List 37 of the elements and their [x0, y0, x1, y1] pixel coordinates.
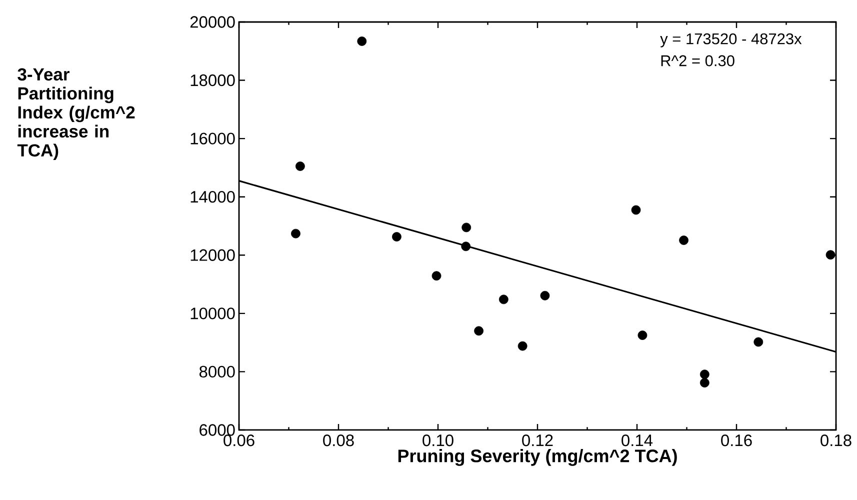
y-tick-label: 16000	[190, 132, 235, 144]
point	[498, 294, 508, 304]
y-tick-label: 12000	[190, 249, 235, 261]
point	[462, 222, 472, 232]
x-tick-label: 0.06	[224, 434, 254, 446]
x-tick-label: 0.16	[721, 434, 752, 446]
x-axis-title: Pruning Severity (mg/cm^2 TCA)	[398, 449, 677, 466]
annotation: y = 173520 - 48723x	[660, 33, 802, 48]
point	[700, 378, 710, 388]
point	[461, 242, 471, 252]
y-tick-label: 10000	[190, 308, 235, 320]
point	[540, 290, 550, 300]
x-tick-label: 0.10	[422, 434, 454, 446]
point	[679, 236, 688, 245]
point	[638, 330, 648, 340]
annotation: R^2 = 0.30	[661, 55, 734, 66]
point	[754, 337, 764, 347]
y-tick-label: 6000	[200, 424, 235, 436]
y-tick-label: 14000	[190, 191, 235, 203]
x-tick-label: 0.08	[323, 434, 354, 446]
point	[826, 250, 836, 260]
point	[474, 326, 484, 336]
y-tick-label: 20000	[190, 16, 235, 28]
point	[392, 232, 402, 242]
point	[291, 228, 300, 238]
point	[700, 370, 710, 380]
point	[432, 271, 442, 281]
point	[357, 36, 367, 46]
point	[631, 205, 641, 215]
x-tick-label: 0.18	[820, 434, 852, 446]
y-tick-label: 8000	[199, 366, 235, 378]
point	[518, 341, 528, 351]
x-tick-label: 0.14	[622, 434, 653, 446]
x-tick-label: 0.12	[522, 434, 553, 446]
point	[295, 162, 305, 171]
y-axis-title: 3-Year Partitioning Index (g/cm^2 increase in TCA)	[17, 68, 135, 160]
y-tick-label: 18000	[190, 74, 235, 86]
